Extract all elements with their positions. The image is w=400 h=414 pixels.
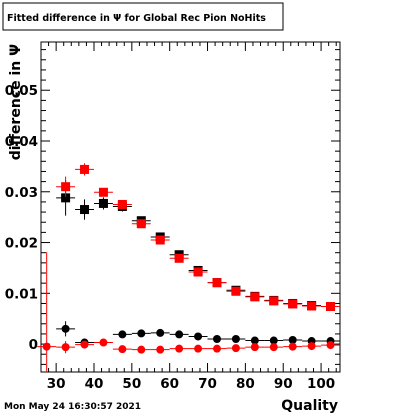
y-tick-label: 0.01 [5, 286, 38, 302]
x-tick-label: 70 [198, 376, 217, 392]
data-point-circle [118, 345, 127, 354]
data-point-circle [137, 329, 146, 338]
data-point-square [326, 302, 336, 312]
data-point-square [80, 164, 90, 174]
chart-title: Fitted difference in Ψ for Global Rec Pi… [7, 13, 266, 24]
axis-ticks [41, 42, 340, 372]
data-point-circle [269, 336, 278, 345]
title-box [2, 2, 284, 31]
data-point-square [250, 292, 260, 302]
data-point-circle [156, 328, 165, 337]
data-point-circle [326, 341, 335, 350]
data-point-circle [137, 345, 146, 354]
data-marks [37, 163, 340, 372]
y-axis-label: difference in Ψ [8, 44, 24, 160]
data-point-square [174, 253, 184, 263]
data-point-square [117, 199, 127, 209]
x-tick-label: 40 [85, 376, 104, 392]
data-point-circle [175, 330, 184, 339]
data-point-circle [99, 338, 108, 347]
data-point-square [61, 193, 71, 203]
plot-frame [40, 41, 341, 373]
data-point-square [288, 299, 298, 309]
data-point-circle [288, 336, 297, 345]
data-point-circle [156, 345, 165, 354]
y-tick-label: 0.02 [5, 236, 38, 252]
y-tick-labels: 0 0.01 0.02 0.03 0.04 0.05 [5, 83, 38, 353]
data-point-circle [250, 336, 259, 345]
x-axis-label: Quality [281, 398, 338, 414]
x-tick-labels: 30 40 50 60 70 80 90 100 [47, 376, 335, 392]
x-tick-label: 60 [160, 376, 179, 392]
x-tick-label: 100 [307, 376, 335, 392]
data-point-square [80, 205, 90, 215]
data-point-square [231, 286, 241, 296]
y-tick-label: 0.04 [5, 134, 38, 150]
data-point-square [269, 296, 279, 306]
data-point-square [193, 267, 203, 277]
y-tick-label: 0 [29, 337, 38, 353]
y-tick-label: 0.05 [5, 83, 38, 99]
data-point-circle [231, 335, 240, 343]
data-point-square [98, 187, 108, 197]
data-point-square [307, 301, 317, 311]
x-tick-label: 30 [47, 376, 66, 392]
data-point-circle [61, 343, 70, 352]
data-point-circle [175, 344, 184, 353]
y-tick-label: 0.03 [5, 185, 38, 201]
x-tick-label: 90 [274, 376, 293, 392]
data-point-circle [269, 343, 278, 352]
data-point-square [98, 198, 108, 208]
timestamp: Mon May 24 16:30:57 2021 [4, 402, 141, 412]
data-point-circle [80, 340, 89, 349]
x-tick-label: 50 [122, 376, 141, 392]
data-point-square [155, 235, 165, 245]
data-point-circle [250, 343, 259, 352]
data-point-circle [212, 335, 221, 343]
data-point-square [61, 182, 71, 192]
data-point-circle [194, 332, 203, 341]
data-point-circle [288, 342, 297, 351]
data-point-circle [307, 342, 316, 351]
data-point-square [136, 219, 146, 229]
data-point-circle [42, 342, 51, 351]
data-point-circle [194, 344, 203, 353]
data-point-square [212, 278, 222, 288]
x-tick-label: 80 [236, 376, 255, 392]
data-point-circle [118, 330, 127, 339]
data-point-circle [231, 344, 240, 353]
data-point-circle [61, 324, 70, 333]
data-point-circle [212, 344, 221, 353]
